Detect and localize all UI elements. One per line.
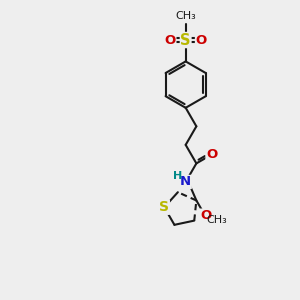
Text: S: S <box>180 32 191 47</box>
Text: O: O <box>196 34 207 46</box>
Text: N: N <box>180 176 191 188</box>
Text: O: O <box>165 34 176 46</box>
Text: CH₃: CH₃ <box>175 11 196 21</box>
Text: H: H <box>173 171 182 181</box>
Text: O: O <box>206 148 217 161</box>
Text: CH₃: CH₃ <box>206 215 227 225</box>
Text: O: O <box>200 209 211 222</box>
Text: S: S <box>159 200 169 214</box>
